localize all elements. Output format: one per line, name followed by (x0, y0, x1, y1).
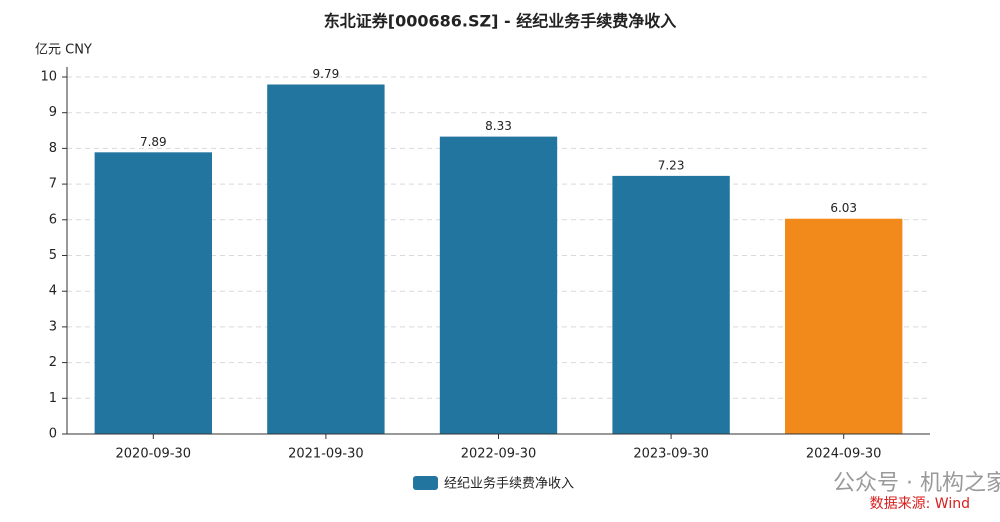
x-tick-label: 2020-09-30 (116, 447, 192, 462)
y-tick-label: 5 (49, 248, 57, 263)
watermark: 公众号 · 机构之家 (833, 471, 1000, 496)
value-label: 8.33 (485, 119, 512, 133)
y-axis-label: 亿元 CNY (35, 43, 92, 58)
bar (785, 218, 903, 434)
y-tick-label: 6 (49, 212, 57, 227)
bar (94, 152, 212, 434)
x-tick-label: 2023-09-30 (633, 447, 709, 462)
x-tick-label: 2021-09-30 (288, 447, 364, 462)
x-tick-label: 2024-09-30 (806, 447, 882, 462)
bar (612, 175, 730, 435)
y-tick-label: 1 (49, 391, 57, 406)
value-label: 6.03 (830, 201, 857, 215)
source: 数据来源: Wind (870, 496, 970, 512)
x-tick-label: 2022-09-30 (461, 447, 537, 462)
legend-swatch (413, 476, 438, 490)
value-label: 9.79 (313, 67, 340, 81)
bar (439, 136, 558, 434)
y-tick-label: 7 (49, 177, 57, 192)
value-label: 7.89 (140, 135, 167, 149)
bar (267, 84, 385, 434)
y-tick-label: 3 (49, 319, 57, 334)
y-tick-label: 8 (49, 141, 57, 156)
y-tick-label: 2 (49, 355, 57, 370)
y-tick-label: 0 (49, 427, 57, 442)
chart-title: 东北证券[000686.SZ] - 经纪业务手续费净收入 (324, 12, 676, 31)
y-tick-label: 4 (49, 284, 57, 299)
y-tick-label: 9 (49, 105, 57, 120)
value-label: 7.23 (658, 158, 685, 172)
y-tick-label: 10 (40, 70, 57, 85)
legend-label: 经纪业务手续费净收入 (444, 476, 574, 492)
